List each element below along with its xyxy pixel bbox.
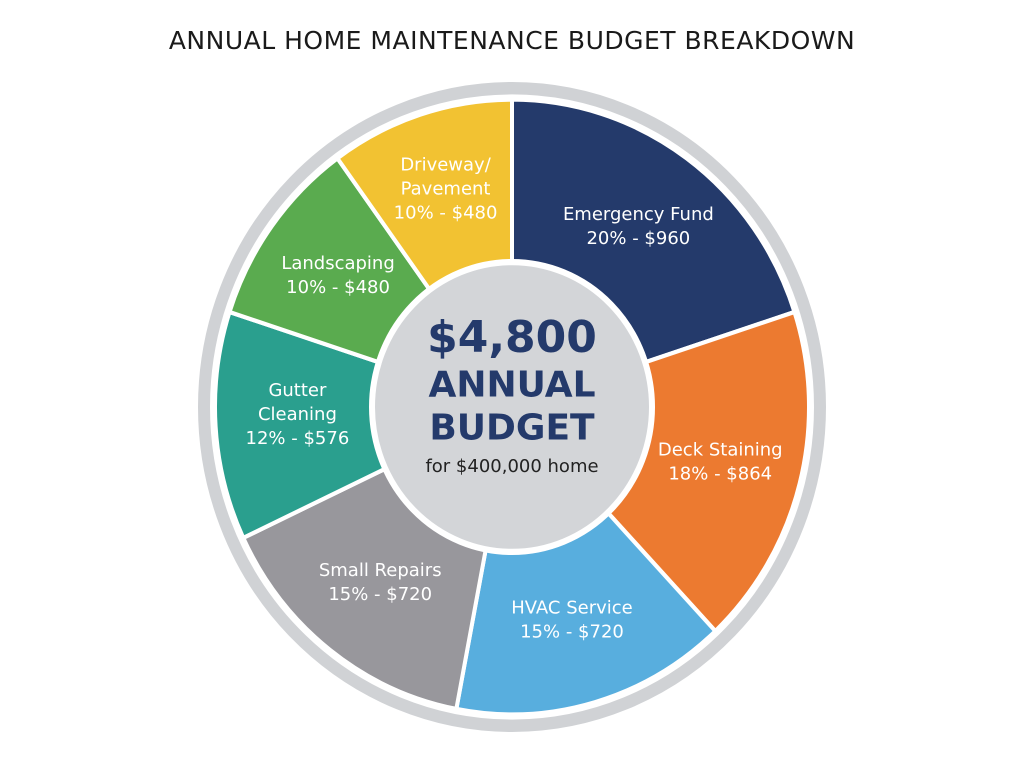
value-label: 15% - $720 — [520, 622, 624, 643]
slice-label: HVAC Service — [511, 598, 633, 619]
pie — [198, 82, 826, 732]
chart-title: ANNUAL HOME MAINTENANCE BUDGET BREAKDOWN — [169, 26, 855, 55]
value-label: 20% - $960 — [586, 228, 690, 249]
center-circle — [369, 258, 655, 556]
outer-ring — [198, 82, 826, 732]
center-note: for $400,000 home — [425, 456, 598, 477]
slice-label: Driveway/Pavement — [400, 154, 491, 199]
slice-label: Deck Staining — [658, 439, 783, 460]
slice-label: Gutter Cleaning — [258, 380, 337, 425]
value-label: 18% - $864 — [668, 463, 772, 484]
slice-label: Small Repairs — [319, 560, 442, 581]
value-label: 10% - $480 — [394, 202, 498, 223]
value-label: 10% - $480 — [286, 277, 390, 298]
value-label: 15% - $720 — [328, 584, 432, 605]
labels: Emergency Fund 20% - $960 Deck Staining 18%… — [246, 154, 783, 642]
pie-slice — [213, 309, 518, 541]
center-title: $4,800 — [427, 312, 597, 363]
slice-label: Landscaping — [281, 253, 394, 274]
value-label: 12% - $576 — [246, 428, 350, 449]
center-label: ANNUAL BUDGET — [428, 365, 595, 449]
slice-label: Emergency Fund — [563, 204, 714, 225]
